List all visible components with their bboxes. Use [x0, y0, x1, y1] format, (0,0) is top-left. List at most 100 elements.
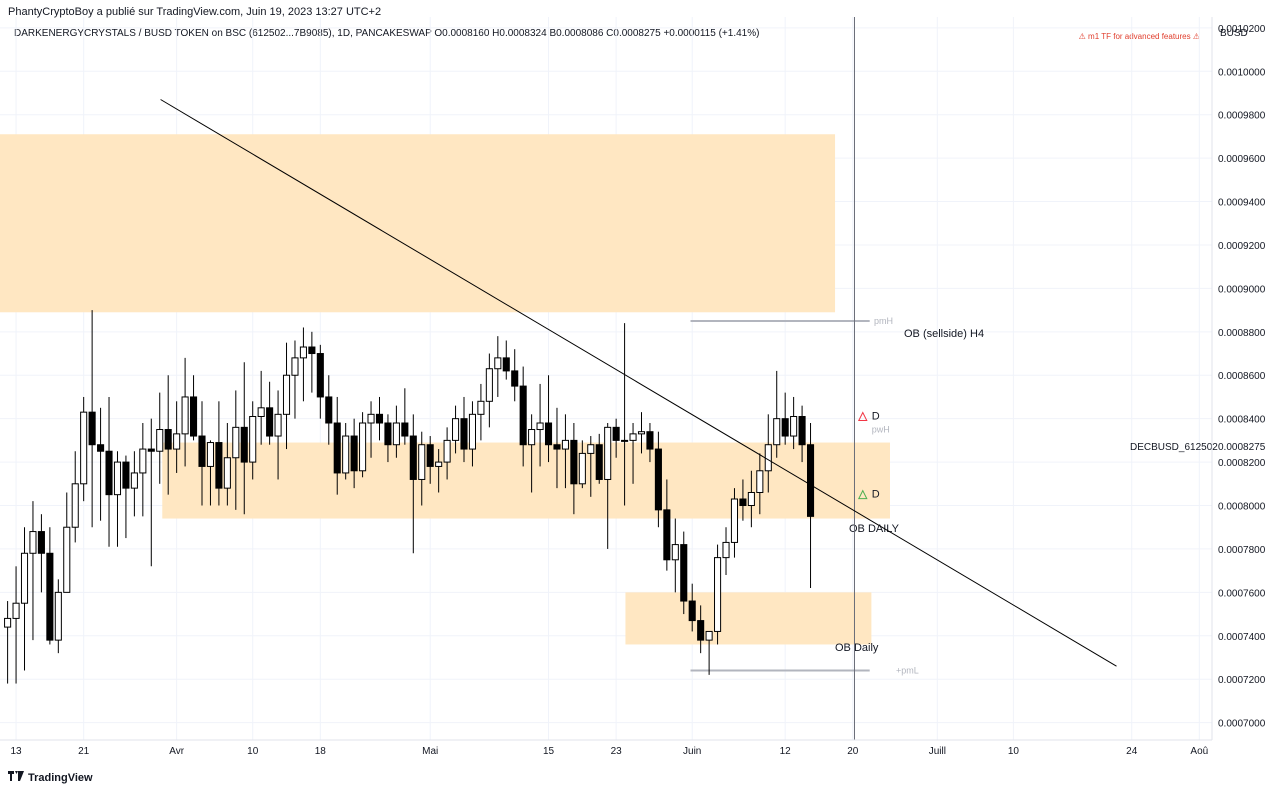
candle-body — [37, 531, 45, 554]
candle-body — [147, 448, 155, 452]
candle-body — [88, 411, 96, 446]
candle-body — [257, 407, 265, 417]
candle-body — [350, 435, 358, 472]
candle-body — [266, 407, 274, 437]
candle-body — [612, 426, 620, 441]
candle-body — [629, 433, 637, 441]
candle-body — [156, 429, 164, 452]
price-tick-label: 0.0007800 — [1218, 545, 1266, 556]
candle-body — [223, 457, 231, 489]
candle-body — [460, 418, 468, 450]
candle-body — [561, 439, 569, 450]
levels: pmH +pmL — [690, 17, 919, 740]
price-tick-label: 0.0009400 — [1218, 198, 1266, 209]
date-tick-label: Avr — [169, 746, 184, 757]
date-tick-label: 21 — [78, 746, 90, 757]
candle-body — [544, 422, 553, 446]
candle-body — [291, 357, 299, 376]
candle-body — [485, 368, 493, 402]
price-tick-label: 0.0007600 — [1218, 588, 1266, 599]
date-tick-label: Mai — [422, 746, 438, 757]
date-tick-label: 15 — [543, 746, 555, 757]
candle-body — [595, 444, 603, 480]
price-tick-label: 0.0008400 — [1218, 415, 1266, 426]
candle-body — [359, 422, 367, 472]
candle-body — [325, 396, 333, 424]
candle-body — [494, 357, 502, 370]
last-price-label: 0.0008275 — [1218, 442, 1266, 453]
date-tick-label: 10 — [1008, 746, 1020, 757]
level-label: pmH — [874, 316, 893, 326]
candle-body — [654, 448, 662, 511]
candle-body — [71, 483, 79, 528]
candle-body — [274, 413, 282, 437]
price-tick-label: 0.0008600 — [1218, 371, 1266, 382]
candles — [4, 310, 815, 684]
footer: TradingView — [8, 771, 93, 784]
candle-body — [392, 422, 400, 446]
marker-label: D — [872, 489, 880, 501]
candle-body — [130, 472, 138, 489]
candle-body — [764, 444, 772, 472]
order-block-zone — [625, 592, 872, 645]
zone-label: OB Daily — [835, 642, 879, 654]
candle-body — [198, 435, 206, 467]
order-block-zone — [0, 134, 836, 313]
candle-body — [452, 418, 460, 441]
symbol-ohlc-legend[interactable]: DARKENERGYCRYSTALS / BUSD TOKEN on BSC (… — [14, 28, 760, 39]
candle-body — [375, 413, 384, 424]
candle-body — [113, 461, 122, 496]
triangle-marker-icon — [857, 411, 868, 421]
candle-body — [730, 498, 739, 543]
candle-body — [367, 413, 375, 424]
candle-body — [105, 450, 113, 496]
publisher-credit: PhantyCryptoBoy a publié sur TradingView… — [8, 6, 382, 18]
candle-body — [122, 461, 130, 489]
marker-label: D — [872, 410, 880, 422]
candle-body — [249, 415, 257, 463]
candle-body — [722, 541, 730, 559]
candle-body — [190, 396, 198, 437]
candle-body — [401, 422, 409, 437]
candle-body — [409, 435, 417, 480]
candle-body — [680, 544, 688, 602]
order-block-zone — [162, 442, 890, 519]
candle-body — [578, 452, 586, 485]
candle-body — [173, 433, 181, 450]
candle-body — [80, 411, 88, 485]
candle-body — [528, 429, 536, 446]
candle-body — [435, 461, 443, 467]
level-label: +pmL — [896, 666, 919, 676]
candle-body — [553, 444, 561, 450]
candle-body — [4, 617, 12, 628]
axes: 0.0010200 0.0010000 0.0009800 0.0009600 0.00… — [0, 17, 1266, 757]
candle-body — [477, 400, 485, 415]
candle-body — [511, 370, 519, 387]
date-tick-label: 10 — [247, 746, 259, 757]
candle-body — [232, 426, 240, 459]
candle-body — [29, 531, 37, 554]
candle-body — [342, 435, 350, 474]
zones: OB (sellside) H4 OB DAILY OB Daily — [0, 134, 984, 654]
candle-body — [63, 526, 71, 593]
candle-body — [282, 374, 291, 415]
date-tick-label: 24 — [1126, 746, 1138, 757]
candle-body — [705, 630, 713, 641]
candle-body — [587, 444, 595, 454]
marker-label: pwH — [872, 425, 890, 435]
candle-body — [426, 444, 434, 467]
price-tick-label: 0.0008800 — [1218, 328, 1266, 339]
candle-body — [570, 439, 578, 485]
zone-label: OB DAILY — [849, 523, 900, 535]
candle-body — [20, 552, 29, 604]
candle-body — [781, 418, 789, 437]
date-tick-label: 23 — [611, 746, 623, 757]
candle-body — [646, 431, 654, 450]
date-tick-label: Juill — [929, 746, 946, 757]
candle-body — [418, 444, 426, 480]
candle-body — [519, 385, 527, 446]
date-tick-label: 20 — [847, 746, 859, 757]
candle-body — [756, 470, 764, 493]
date-tick-label: Aoû — [1190, 746, 1208, 757]
